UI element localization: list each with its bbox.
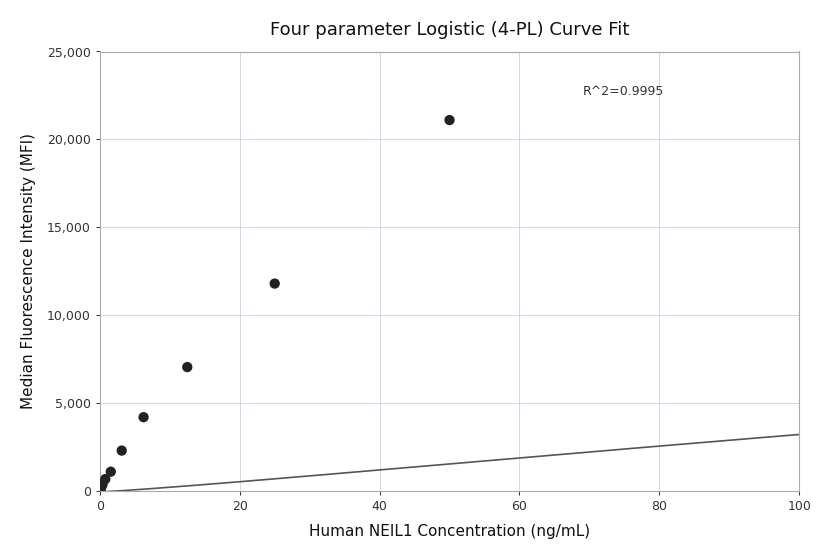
Point — [104, 467, 117, 476]
Point — [115, 446, 128, 455]
Text: R^2=0.9995: R^2=0.9995 — [582, 86, 664, 99]
Title: Four parameter Logistic (4-PL) Curve Fit: Four parameter Logistic (4-PL) Curve Fit — [270, 21, 629, 39]
Point — [137, 413, 151, 422]
Point — [443, 115, 456, 124]
Point — [268, 279, 281, 288]
Point — [96, 480, 109, 489]
Point — [95, 483, 108, 492]
Point — [181, 363, 194, 372]
Y-axis label: Median Fluorescence Intensity (MFI): Median Fluorescence Intensity (MFI) — [21, 133, 36, 409]
X-axis label: Human NEIL1 Concentration (ng/mL): Human NEIL1 Concentration (ng/mL) — [309, 524, 590, 539]
Point — [94, 485, 107, 494]
Point — [99, 474, 112, 483]
